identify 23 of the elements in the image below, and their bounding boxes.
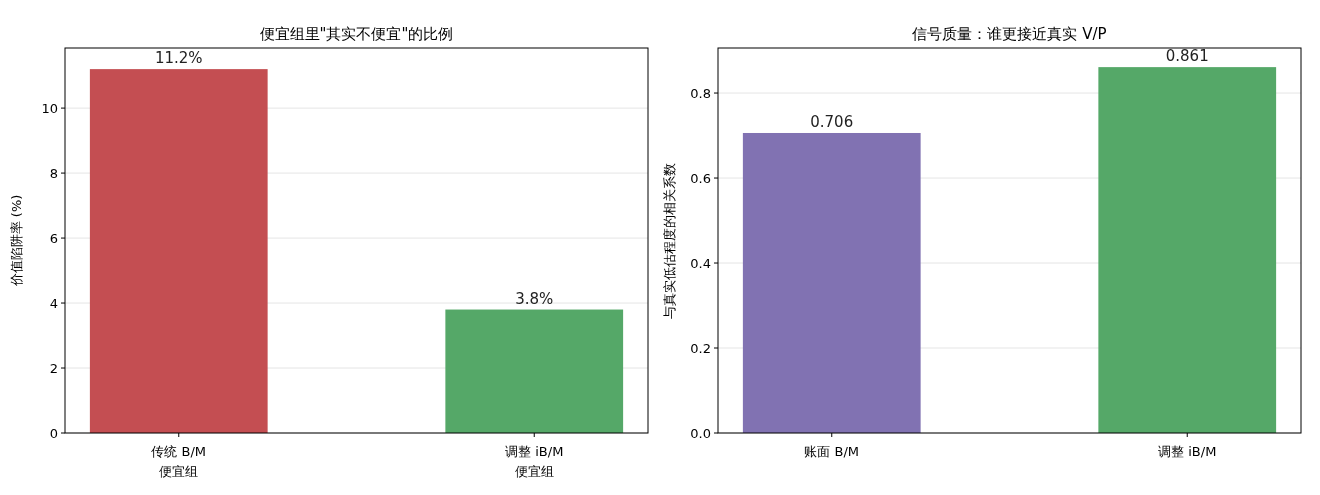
chart-title: 便宜组里"其实不便宜"的比例 (259, 25, 454, 43)
y-axis-title: 与真实低估程度的相关系数 (662, 162, 677, 319)
x-tick-label: 账面 B/M (804, 444, 860, 459)
x-tick-label: 传统 B/M 便宜组 (151, 444, 207, 479)
y-tick-label: 8 (49, 165, 58, 181)
y-tick-label: 2 (49, 360, 58, 376)
data-label: 0.861 (1165, 47, 1209, 66)
chart-title: 信号质量：谁更接近真实 V/P (912, 25, 1107, 43)
y-tick-label: 0.2 (690, 340, 711, 356)
y-tick-label: 0.6 (690, 170, 711, 186)
y-tick-label: 6 (49, 230, 58, 246)
data-label: 3.8% (515, 289, 554, 308)
y-tick-label: 4 (49, 295, 58, 311)
y-tick-label: 0.4 (690, 255, 711, 271)
data-label: 11.2% (154, 49, 203, 68)
x-tick-label: 调整 iB/M (1158, 444, 1217, 459)
x-tick-label: 调整 iB/M 便宜组 (505, 444, 564, 479)
y-tick-label: 0.0 (690, 425, 711, 441)
data-label: 0.706 (810, 112, 854, 131)
y-axis-title: 价值陷阱率 (%) (9, 194, 24, 288)
y-tick-label: 0 (49, 425, 58, 441)
y-tick-label: 10 (41, 100, 58, 116)
y-tick-label: 0.8 (690, 85, 711, 101)
